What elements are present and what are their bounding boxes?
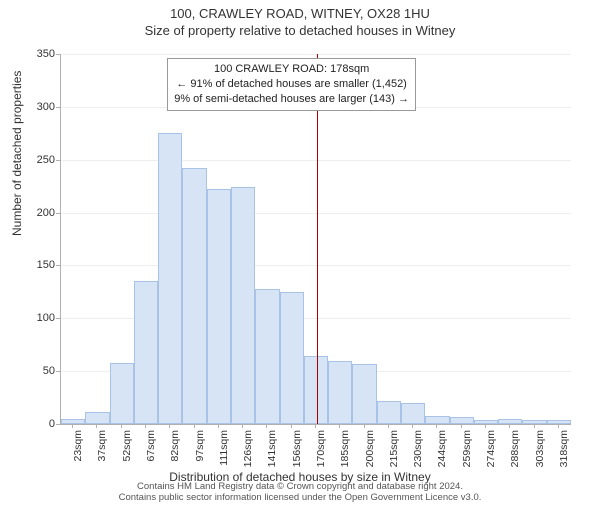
x-tick-label: 274sqm [485, 430, 497, 480]
y-tick-mark [56, 318, 60, 319]
x-tick-mark [461, 424, 462, 428]
x-tick-mark [291, 424, 292, 428]
x-tick-label: 215sqm [388, 430, 400, 480]
histogram-bar [401, 403, 425, 424]
x-tick-label: 37sqm [96, 430, 108, 480]
y-tick-mark [56, 54, 60, 55]
callout-line: 9% of semi-detached houses are larger (1… [174, 92, 409, 107]
histogram-bar [207, 189, 231, 424]
x-tick-label: 288sqm [509, 430, 521, 480]
histogram-bar [498, 419, 522, 424]
chart-title-main: 100, CRAWLEY ROAD, WITNEY, OX28 1HU [0, 6, 600, 21]
y-tick-mark [56, 160, 60, 161]
x-tick-label: 97sqm [194, 430, 206, 480]
histogram-bar [547, 420, 571, 424]
y-tick-label: 100 [15, 312, 55, 324]
x-tick-mark [509, 424, 510, 428]
x-tick-label: 52sqm [121, 430, 133, 480]
x-tick-label: 259sqm [461, 430, 473, 480]
x-tick-label: 244sqm [436, 430, 448, 480]
y-tick-mark [56, 107, 60, 108]
histogram-bar [231, 187, 255, 424]
grid-line [61, 160, 571, 161]
x-tick-label: 170sqm [315, 430, 327, 480]
x-tick-mark [558, 424, 559, 428]
histogram-bar [255, 289, 279, 424]
histogram-bar [328, 361, 352, 424]
histogram-bar [304, 356, 328, 424]
reference-callout: 100 CRAWLEY ROAD: 178sqm← 91% of detache… [167, 58, 416, 111]
chart-plot-area: 100 CRAWLEY ROAD: 178sqm← 91% of detache… [60, 54, 571, 425]
x-tick-mark [121, 424, 122, 428]
histogram-bar [110, 363, 134, 424]
x-tick-label: 200sqm [364, 430, 376, 480]
x-tick-label: 141sqm [266, 430, 278, 480]
histogram-bar [425, 416, 449, 424]
y-tick-label: 150 [15, 259, 55, 271]
grid-line [61, 54, 571, 55]
callout-line: ← 91% of detached houses are smaller (1,… [174, 77, 409, 92]
y-tick-label: 350 [15, 48, 55, 60]
histogram-bar [352, 364, 376, 424]
histogram-bar [522, 420, 546, 424]
x-tick-mark [145, 424, 146, 428]
chart-title-sub: Size of property relative to detached ho… [0, 23, 600, 38]
x-tick-label: 126sqm [242, 430, 254, 480]
histogram-bar [182, 168, 206, 424]
y-tick-mark [56, 265, 60, 266]
histogram-bar [85, 412, 109, 424]
x-tick-mark [436, 424, 437, 428]
y-tick-mark [56, 424, 60, 425]
footer-line-2: Contains public sector information licen… [0, 493, 600, 504]
y-tick-label: 0 [15, 418, 55, 430]
x-tick-mark [364, 424, 365, 428]
x-tick-mark [218, 424, 219, 428]
x-tick-mark [194, 424, 195, 428]
callout-line: 100 CRAWLEY ROAD: 178sqm [174, 62, 409, 77]
y-tick-mark [56, 371, 60, 372]
histogram-bar [280, 292, 304, 424]
x-tick-label: 303sqm [534, 430, 546, 480]
x-tick-label: 23sqm [72, 430, 84, 480]
x-tick-mark [169, 424, 170, 428]
histogram-bar [61, 419, 85, 424]
x-tick-mark [388, 424, 389, 428]
x-tick-mark [412, 424, 413, 428]
y-tick-label: 50 [15, 365, 55, 377]
x-tick-mark [485, 424, 486, 428]
x-tick-label: 318sqm [558, 430, 570, 480]
x-tick-label: 156sqm [291, 430, 303, 480]
histogram-bar [158, 133, 182, 424]
x-tick-label: 82sqm [169, 430, 181, 480]
y-tick-label: 300 [15, 101, 55, 113]
grid-line [61, 213, 571, 214]
histogram-bar [134, 281, 158, 424]
histogram-bar [377, 401, 401, 424]
x-tick-mark [315, 424, 316, 428]
y-tick-mark [56, 213, 60, 214]
grid-line [61, 265, 571, 266]
x-tick-mark [534, 424, 535, 428]
x-tick-label: 185sqm [339, 430, 351, 480]
x-tick-mark [339, 424, 340, 428]
y-tick-label: 200 [15, 207, 55, 219]
x-tick-mark [96, 424, 97, 428]
x-tick-mark [72, 424, 73, 428]
x-tick-mark [242, 424, 243, 428]
x-tick-label: 230sqm [412, 430, 424, 480]
y-tick-label: 250 [15, 154, 55, 166]
x-tick-label: 67sqm [145, 430, 157, 480]
footer-attribution: Contains HM Land Registry data © Crown c… [0, 482, 600, 504]
x-tick-label: 111sqm [218, 430, 230, 480]
x-tick-mark [266, 424, 267, 428]
histogram-bar [450, 417, 474, 424]
